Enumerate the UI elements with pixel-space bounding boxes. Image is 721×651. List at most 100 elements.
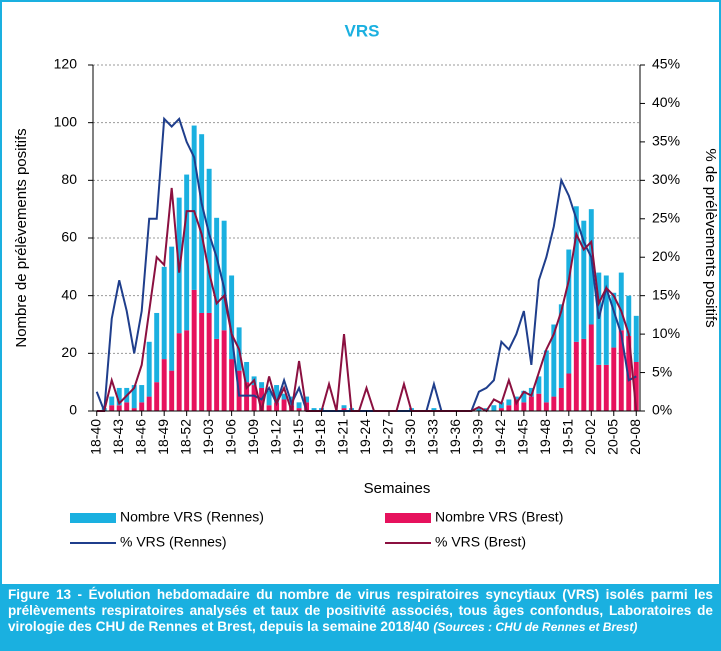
bar — [176, 333, 182, 411]
bar — [266, 405, 272, 411]
bar — [131, 385, 137, 409]
bar — [633, 361, 639, 411]
bar — [611, 292, 617, 348]
figure-caption: Figure 13 - Évolution hebdomadaire du no… — [0, 585, 721, 651]
bar — [626, 336, 632, 411]
y-tick-label: 40 — [61, 286, 77, 302]
x-tick-label: 19-27 — [380, 419, 396, 455]
bar — [116, 405, 122, 411]
bar — [603, 364, 609, 411]
caption-text: Figure 13 - Évolution hebdomadaire du no… — [8, 587, 713, 634]
y2-axis-title: % de prélèvements positifs — [702, 148, 719, 327]
bar — [566, 373, 572, 411]
legend-label: % VRS (Brest) — [435, 534, 526, 550]
legend-label: Nombre VRS (Brest) — [435, 509, 563, 525]
bar — [161, 266, 167, 360]
y-tick-label: 100 — [54, 113, 78, 129]
y2-tick-label: 0% — [652, 402, 672, 418]
bar — [274, 385, 280, 403]
bar — [431, 408, 437, 411]
bar — [266, 390, 272, 406]
bar — [191, 125, 197, 290]
bar — [199, 134, 205, 313]
y2-tick-label: 30% — [652, 171, 680, 187]
bar — [558, 387, 564, 411]
bar — [161, 359, 167, 411]
bar — [536, 393, 542, 411]
bar — [109, 405, 115, 411]
bar — [498, 408, 504, 411]
x-tick-label: 19-12 — [267, 419, 283, 455]
legend-swatch — [385, 513, 431, 523]
bar — [124, 402, 130, 411]
x-tick-label: 19-33 — [425, 419, 441, 455]
x-tick-label: 19-48 — [537, 419, 553, 455]
bar — [251, 385, 257, 411]
bar — [543, 402, 549, 411]
y2-tick-label: 10% — [652, 325, 680, 341]
bar — [581, 220, 587, 339]
bar — [543, 350, 549, 403]
bar — [573, 341, 579, 411]
line — [96, 187, 638, 413]
bar — [551, 324, 557, 397]
bar — [191, 289, 197, 411]
bar — [244, 361, 250, 383]
bar — [281, 393, 287, 400]
x-tick-label: 18-46 — [132, 419, 148, 455]
y-axis-title: Nombre de prélèvements positifs — [13, 128, 30, 347]
x-tick-label: 20-08 — [627, 419, 643, 455]
bar — [498, 402, 504, 409]
bar — [304, 396, 310, 403]
x-tick-label: 19-15 — [290, 419, 306, 455]
y2-tick-label: 5% — [652, 363, 672, 379]
bar — [221, 330, 227, 411]
bar — [491, 405, 497, 411]
y2-tick-label: 40% — [652, 94, 680, 110]
bar — [296, 408, 302, 411]
bar — [521, 402, 527, 411]
bar — [566, 249, 572, 374]
x-tick-label: 18-40 — [87, 419, 103, 455]
bar — [588, 324, 594, 411]
bar — [154, 312, 160, 383]
bar — [341, 408, 347, 411]
bar — [536, 376, 542, 394]
x-tick-label: 19-39 — [470, 419, 486, 455]
y-tick-label: 20 — [61, 344, 77, 360]
bar — [139, 402, 145, 411]
bar — [214, 338, 220, 411]
x-tick-label: 19-45 — [515, 419, 531, 455]
bar — [206, 312, 212, 411]
y2-tick-label: 25% — [652, 209, 680, 225]
bar — [626, 295, 632, 337]
x-tick-label: 19-24 — [357, 419, 373, 455]
bar — [341, 405, 347, 409]
x-tick-label: 20-02 — [582, 419, 598, 455]
bar — [169, 246, 175, 371]
bar — [588, 209, 594, 325]
y-tick-label: 0 — [69, 402, 77, 418]
bar — [603, 275, 609, 365]
bar — [611, 347, 617, 411]
bar — [281, 399, 287, 411]
x-tick-label: 18-43 — [110, 419, 126, 455]
bar — [581, 338, 587, 411]
bar — [513, 399, 519, 411]
caption-source: (Sources : CHU de Rennes et Brest) — [433, 620, 638, 634]
y-tick-label: 60 — [61, 229, 77, 245]
x-axis-title: Semaines — [364, 480, 431, 497]
x-tick-label: 19-42 — [492, 419, 508, 455]
x-tick-label: 19-18 — [312, 419, 328, 455]
x-tick-label: 20-05 — [604, 419, 620, 455]
bar — [633, 315, 639, 362]
x-tick-label: 18-52 — [177, 419, 193, 455]
y2-tick-label: 20% — [652, 248, 680, 264]
bar — [528, 396, 534, 411]
bar — [146, 396, 152, 411]
x-tick-label: 19-03 — [200, 419, 216, 455]
y2-tick-label: 45% — [652, 56, 680, 72]
bar — [528, 387, 534, 397]
bar — [116, 387, 122, 406]
bar — [506, 405, 512, 411]
